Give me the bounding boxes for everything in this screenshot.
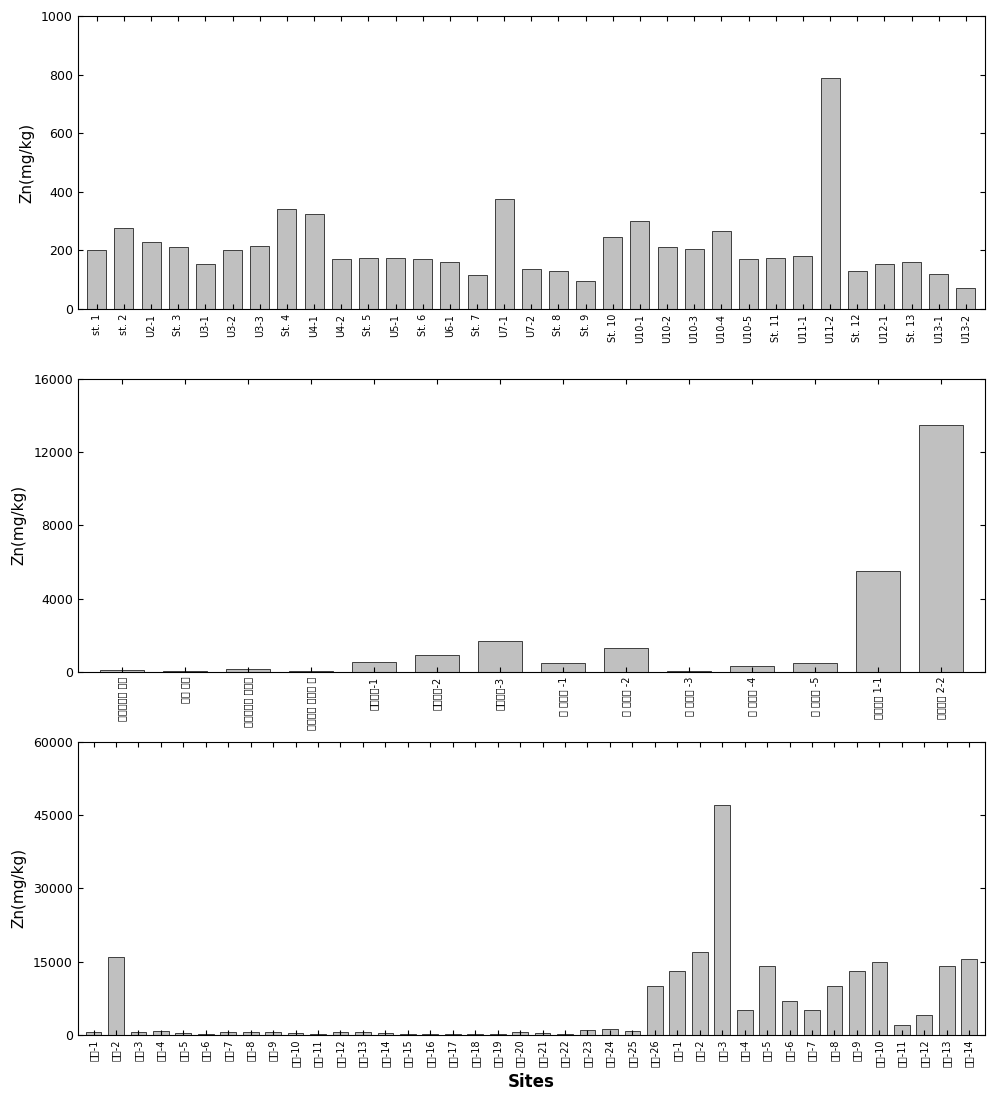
Bar bbox=[872, 962, 887, 1035]
Bar bbox=[250, 246, 269, 309]
Y-axis label: Zn(mg/kg): Zn(mg/kg) bbox=[19, 122, 34, 203]
Bar bbox=[115, 228, 133, 309]
Bar bbox=[88, 250, 107, 309]
Bar bbox=[856, 571, 899, 672]
Bar bbox=[874, 263, 893, 309]
Bar bbox=[153, 1031, 168, 1035]
Bar bbox=[657, 248, 676, 309]
Bar bbox=[332, 259, 351, 309]
Bar bbox=[478, 640, 522, 672]
Bar bbox=[961, 959, 977, 1035]
Bar bbox=[541, 662, 585, 672]
Bar bbox=[894, 1025, 909, 1035]
Bar bbox=[580, 1030, 596, 1035]
Bar bbox=[685, 249, 704, 309]
Bar bbox=[377, 1033, 393, 1035]
Bar bbox=[512, 1031, 528, 1035]
Bar bbox=[386, 258, 405, 309]
Bar bbox=[243, 1031, 259, 1035]
Bar bbox=[821, 77, 840, 309]
Bar bbox=[168, 248, 188, 309]
Bar bbox=[220, 1031, 236, 1035]
Bar bbox=[356, 1033, 371, 1035]
Bar bbox=[576, 281, 596, 309]
Bar bbox=[522, 269, 541, 309]
Y-axis label: Zn(mg/kg): Zn(mg/kg) bbox=[11, 485, 26, 565]
Bar bbox=[939, 966, 954, 1035]
Bar bbox=[175, 1033, 191, 1035]
Bar bbox=[692, 952, 707, 1035]
Bar bbox=[849, 971, 865, 1035]
Bar bbox=[223, 250, 242, 309]
Bar bbox=[535, 1034, 551, 1035]
Bar bbox=[804, 1011, 820, 1035]
Bar bbox=[759, 966, 775, 1035]
Bar bbox=[712, 231, 731, 309]
Bar bbox=[414, 656, 459, 672]
Bar bbox=[604, 648, 647, 672]
Bar bbox=[604, 237, 622, 309]
Bar bbox=[630, 222, 649, 309]
Bar bbox=[495, 199, 514, 309]
Bar bbox=[109, 957, 124, 1035]
Bar bbox=[359, 258, 377, 309]
Bar bbox=[737, 1011, 753, 1035]
Bar bbox=[782, 1001, 798, 1035]
Bar bbox=[413, 259, 432, 309]
Y-axis label: Zn(mg/kg): Zn(mg/kg) bbox=[11, 849, 26, 928]
Bar bbox=[305, 214, 324, 309]
Bar bbox=[288, 1034, 304, 1035]
Bar bbox=[918, 424, 963, 672]
Bar bbox=[141, 241, 160, 309]
Bar bbox=[730, 667, 774, 672]
Bar bbox=[848, 271, 867, 309]
Bar bbox=[549, 271, 568, 309]
X-axis label: Sites: Sites bbox=[508, 1073, 555, 1091]
Bar bbox=[647, 986, 662, 1035]
Bar bbox=[739, 259, 758, 309]
Bar bbox=[624, 1031, 640, 1035]
Bar bbox=[196, 263, 215, 309]
Bar bbox=[440, 262, 459, 309]
Bar bbox=[265, 1031, 281, 1035]
Bar bbox=[352, 662, 395, 672]
Bar bbox=[793, 662, 837, 672]
Bar bbox=[226, 669, 270, 672]
Bar bbox=[130, 1033, 146, 1035]
Bar bbox=[86, 1033, 102, 1035]
Bar bbox=[333, 1031, 349, 1035]
Bar bbox=[467, 276, 486, 309]
Bar bbox=[714, 806, 730, 1035]
Bar bbox=[100, 670, 144, 672]
Bar bbox=[827, 986, 843, 1035]
Bar bbox=[902, 262, 921, 309]
Bar bbox=[278, 209, 297, 309]
Bar bbox=[929, 273, 948, 309]
Bar bbox=[794, 257, 813, 309]
Bar bbox=[602, 1029, 618, 1035]
Bar bbox=[916, 1015, 932, 1035]
Bar bbox=[766, 258, 785, 309]
Bar bbox=[669, 971, 685, 1035]
Bar bbox=[956, 289, 975, 309]
